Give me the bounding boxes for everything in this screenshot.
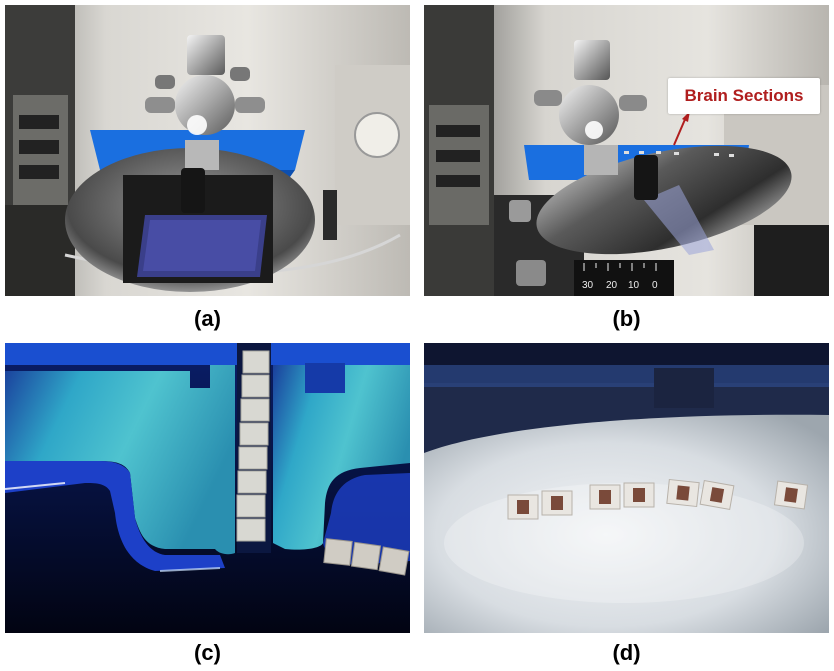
caption-a: (a): [194, 306, 221, 331]
sections-on-substrate-photo: [424, 343, 829, 633]
photo-panel-d: [424, 343, 829, 633]
caption-b: (b): [612, 306, 641, 331]
scale-tick-10: 10: [628, 280, 640, 291]
photo-panel-b: 30 20 10 0: [424, 5, 829, 296]
trough-closeup-photo: [5, 343, 410, 633]
scale-tick-30: 30: [582, 280, 594, 291]
scale-tick-20: 20: [606, 280, 618, 291]
caption-c: (c): [194, 640, 221, 665]
scale-tick-0: 0: [652, 280, 658, 291]
photo-panel-a: [5, 5, 410, 296]
brain-section-group: [507, 478, 809, 520]
brain-sections-label: Brain Sections: [668, 78, 820, 114]
photo-panel-c: [5, 343, 410, 633]
microtome-tilted-photo: 30 20 10 0: [424, 5, 829, 296]
microtome-front-photo: [5, 5, 410, 296]
caption-d: (d): [612, 640, 641, 665]
